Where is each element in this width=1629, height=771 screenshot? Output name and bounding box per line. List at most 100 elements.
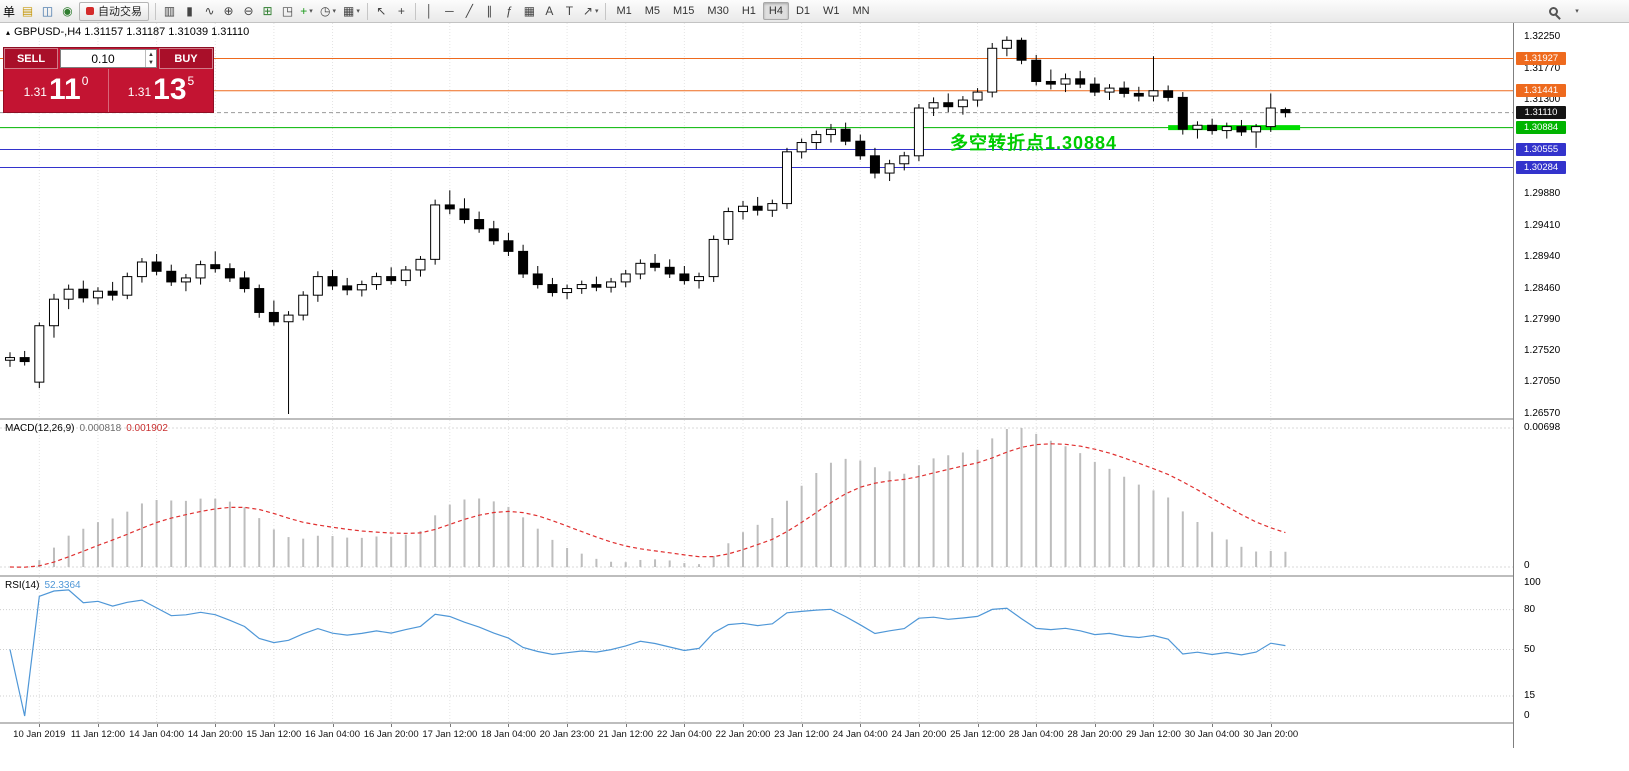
timeframe-m5[interactable]: M5: [644, 5, 661, 17]
new-order-icon: ▤: [21, 4, 34, 18]
timeframe-h4[interactable]: H4: [762, 2, 789, 20]
crosshair-button[interactable]: +: [392, 2, 411, 21]
timeframe-d1[interactable]: D1: [795, 5, 811, 17]
time-label: 30 Jan 04:00: [1184, 729, 1240, 740]
time-label: 22 Jan 04:00: [656, 729, 712, 740]
timeframe-m15[interactable]: M15: [673, 5, 695, 17]
time-label: 11 Jan 12:00: [70, 729, 126, 740]
rsi-axis-tick: 0: [1524, 710, 1530, 721]
channel-button[interactable]: ∥: [480, 2, 499, 21]
sell-price-head: 1.31: [23, 85, 47, 99]
price-axis-main[interactable]: 1.32250 1.31770 1.31300 1.29880 1.29410 1.289…: [1514, 23, 1629, 419]
periods-button[interactable]: ◷ ▾: [317, 2, 339, 21]
panel-splitter[interactable]: [0, 722, 1629, 724]
shapes-button[interactable]: ↗ ▾: [580, 2, 602, 21]
zoom-in-icon: ⊕: [223, 4, 234, 18]
price-tick: 1.31300: [1524, 94, 1561, 106]
volume-value[interactable]: 0.10: [91, 51, 115, 66]
cursor-button[interactable]: ↖: [372, 2, 391, 21]
sell-price-button[interactable]: 1.31 11 0: [4, 69, 108, 112]
label-button[interactable]: T: [560, 2, 579, 21]
rsi-axis-tick: 100: [1524, 577, 1541, 588]
panel-splitter[interactable]: [0, 418, 1629, 420]
horizontal-line-button[interactable]: ─: [440, 2, 459, 21]
volume-spinner[interactable]: ▲ ▼: [145, 50, 156, 67]
tile-windows-icon: ⊞: [262, 4, 273, 18]
window-menu-partial[interactable]: 单: [3, 4, 16, 19]
main-chart-canvas[interactable]: [0, 23, 1513, 418]
navigator-button[interactable]: ◉: [58, 2, 77, 21]
chevron-down-icon: ▾: [332, 8, 337, 15]
time-tick: [684, 724, 686, 727]
panel-splitter[interactable]: [0, 575, 1629, 577]
sell-button[interactable]: SELL: [4, 48, 58, 69]
indicators-button[interactable]: + ▾: [297, 2, 316, 21]
toolbar-overflow-button[interactable]: ▾: [1567, 2, 1586, 21]
timeframe-m1[interactable]: M1: [616, 5, 632, 17]
macd-axis-min: 0: [1524, 560, 1530, 571]
fibonacci-button[interactable]: ƒ: [500, 2, 519, 21]
macd-canvas[interactable]: [0, 420, 1513, 575]
draw-tools-group: │ ─ ╱ ∥ ƒ ▦ A T ↗ ▾: [420, 2, 602, 21]
price-tick: 1.28940: [1524, 250, 1561, 262]
time-tick: [860, 724, 862, 727]
timeframe-h1[interactable]: H1: [741, 5, 756, 17]
zoom-in-button[interactable]: ⊕: [219, 2, 238, 21]
rsi-panel[interactable]: RSI(14) 52.3364: [0, 577, 1513, 722]
timeframe-group: M1 M5 M15 M30 H1 H4 D1 W1 MN: [610, 2, 875, 20]
sell-price-sup: 0: [81, 74, 89, 88]
price-tick: 1.27050: [1524, 376, 1561, 388]
collapse-triangle-icon[interactable]: ▴: [6, 27, 11, 37]
buy-price-button[interactable]: 1.31 13 5: [108, 69, 213, 112]
tile-windows-button[interactable]: ⊞: [258, 2, 277, 21]
bar-chart-button[interactable]: ▥: [160, 2, 179, 21]
spinner-up-icon[interactable]: ▲: [148, 51, 154, 58]
cursor-icon: ↖: [376, 4, 387, 18]
time-label: 29 Jan 12:00: [1126, 729, 1181, 740]
chevron-down-icon: ▾: [1575, 8, 1579, 15]
time-tick: [39, 724, 41, 727]
chevron-down-icon: ▾: [594, 8, 599, 15]
trendline-button[interactable]: ╱: [460, 2, 479, 21]
time-tick: [743, 724, 744, 727]
timeframe-m30[interactable]: M30: [707, 5, 729, 17]
autotrading-button[interactable]: 自动交易: [79, 1, 150, 21]
main-chart-panel[interactable]: ▴ GBPUSD-,H4 1.31157 1.31187 1.31039 1.3…: [0, 23, 1513, 418]
toolbar-right-group: ▾: [1544, 2, 1586, 21]
bar-chart-icon: ▥: [163, 4, 176, 18]
price-tick: 1.27990: [1524, 313, 1561, 325]
buy-button[interactable]: BUY: [159, 48, 213, 69]
text-button[interactable]: A: [540, 2, 559, 21]
rsi-canvas[interactable]: [0, 577, 1513, 722]
macd-label: MACD(12,26,9) 0.000818 0.001902: [5, 423, 168, 434]
chart-window-button[interactable]: ◫: [38, 2, 57, 21]
time-tick: [977, 724, 979, 727]
text-icon: A: [545, 4, 554, 18]
time-axis[interactable]: 10 Jan 2019 11 Jan 12:00 14 Jan 04:00 14 Ja…: [0, 724, 1513, 748]
vertical-line-button[interactable]: │: [420, 2, 439, 21]
grid-button[interactable]: ▦: [520, 2, 539, 21]
price-axis-column[interactable]: 1.32250 1.31770 1.31300 1.29880 1.29410 1.289…: [1513, 23, 1629, 748]
annotation-text[interactable]: 多空转折点1.30884: [950, 133, 1118, 153]
crosshair-icon: +: [397, 4, 405, 18]
zoom-out-button[interactable]: ⊖: [239, 2, 258, 21]
templates-button[interactable]: ▦ ▾: [340, 2, 363, 21]
search-button[interactable]: [1544, 2, 1563, 21]
rsi-axis[interactable]: 100 80 50 15 0: [1514, 577, 1629, 722]
templates-icon: ▦: [343, 4, 355, 18]
macd-axis[interactable]: 0.00698 0: [1514, 420, 1629, 575]
volume-input[interactable]: 0.10 ▲ ▼: [60, 49, 157, 68]
spinner-down-icon[interactable]: ▼: [148, 59, 154, 66]
price-tick: 1.27520: [1524, 344, 1561, 356]
line-chart-button[interactable]: ∿: [200, 2, 219, 21]
candlestick-button[interactable]: ▮: [180, 2, 199, 21]
fibonacci-icon: ƒ: [506, 4, 513, 18]
cascade-windows-button[interactable]: ◳: [278, 2, 297, 21]
symbol-ohlc-label: ▴ GBPUSD-,H4 1.31157 1.31187 1.31039 1.3…: [6, 26, 250, 38]
timeframe-mn[interactable]: MN: [852, 5, 870, 17]
new-order-button[interactable]: ▤: [18, 2, 37, 21]
timeframe-w1[interactable]: W1: [823, 5, 840, 17]
time-tick: [332, 724, 334, 727]
macd-panel[interactable]: MACD(12,26,9) 0.000818 0.001902: [0, 420, 1513, 575]
time-label: 21 Jan 12:00: [598, 729, 654, 740]
